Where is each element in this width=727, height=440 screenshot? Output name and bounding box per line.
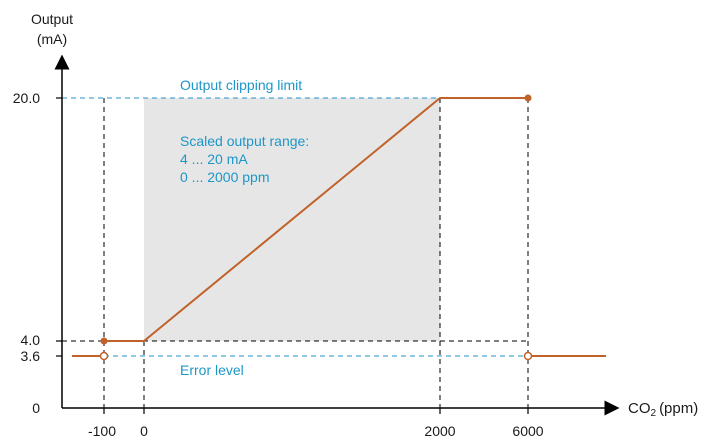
y-axis-title-line2: (mA) bbox=[37, 31, 67, 47]
y-axis-title-line1: Output bbox=[31, 11, 73, 27]
x-tick-label-0: 0 bbox=[140, 423, 148, 439]
x-axis-title-unit: (ppm) bbox=[659, 400, 698, 417]
x-axis-title: CO2 (ppm) bbox=[628, 400, 698, 419]
y-tick-label-20: 20.0 bbox=[13, 90, 40, 106]
x-axis-title-main: CO bbox=[628, 400, 651, 417]
y-tick-label-0: 0 bbox=[32, 400, 40, 416]
output-curve bbox=[104, 97, 528, 342]
error-open-point-left bbox=[99, 351, 109, 361]
x-tick-label-minus100: -100 bbox=[88, 423, 116, 439]
x-tick-label-2000: 2000 bbox=[424, 423, 455, 439]
x-axis-title-sub: 2 bbox=[651, 408, 657, 419]
scaled-range-title: Scaled output range: bbox=[180, 133, 309, 149]
clipping-limit-label: Output clipping limit bbox=[180, 77, 302, 93]
error-level-label: Error level bbox=[180, 362, 244, 378]
scaled-range-ppm: 0 ... 2000 ppm bbox=[180, 169, 270, 185]
guide-lines bbox=[62, 98, 529, 408]
curve-end-point bbox=[524, 94, 532, 102]
y-tick-label-4: 4.0 bbox=[21, 332, 41, 348]
error-open-point-right bbox=[523, 351, 533, 361]
y-tick-label-3-6: 3.6 bbox=[21, 348, 41, 364]
scaled-range-ma: 4 ... 20 mA bbox=[180, 151, 248, 167]
curve-start-point bbox=[100, 337, 108, 345]
x-tick-label-6000: 6000 bbox=[512, 423, 543, 439]
